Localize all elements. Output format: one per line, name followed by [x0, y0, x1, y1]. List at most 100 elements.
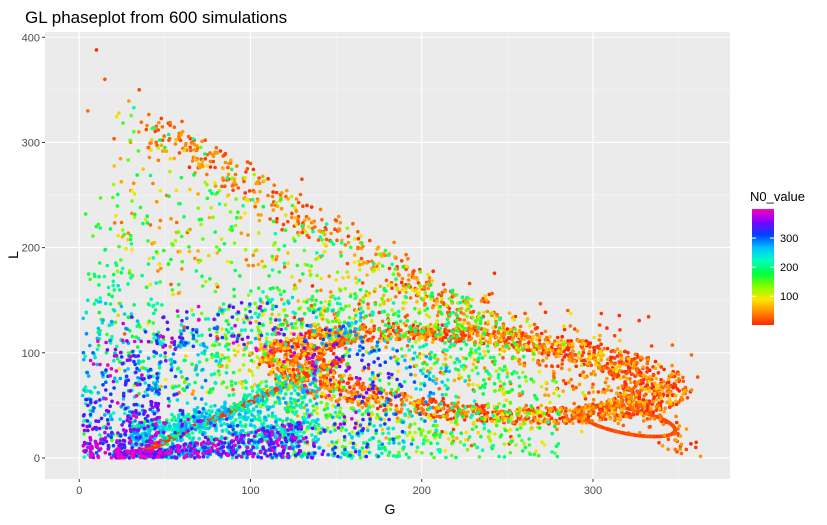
data-point — [128, 237, 133, 242]
data-point — [556, 442, 561, 446]
data-point — [274, 220, 279, 224]
data-point — [479, 434, 483, 439]
data-point — [522, 363, 526, 368]
data-point — [277, 247, 281, 252]
data-point — [435, 299, 440, 303]
data-point — [226, 259, 230, 264]
data-point — [561, 378, 566, 383]
data-point — [220, 184, 224, 189]
data-point — [656, 362, 661, 367]
data-point — [338, 410, 342, 414]
data-point — [193, 256, 197, 261]
data-point — [417, 308, 422, 312]
data-point — [356, 399, 361, 403]
data-point — [621, 431, 625, 435]
data-point — [534, 337, 539, 342]
data-point — [471, 382, 475, 387]
data-point — [431, 305, 435, 310]
data-point — [243, 191, 247, 195]
data-point — [180, 234, 184, 239]
data-point — [591, 411, 596, 415]
data-point — [369, 339, 374, 343]
data-point — [630, 406, 635, 410]
data-point — [291, 367, 296, 372]
data-point — [171, 292, 175, 297]
data-point — [602, 366, 607, 370]
data-point — [650, 386, 654, 390]
data-point — [305, 233, 310, 238]
data-point — [464, 342, 469, 347]
data-point — [377, 310, 382, 315]
data-point — [116, 192, 120, 197]
data-point — [482, 332, 487, 336]
data-point — [303, 351, 307, 356]
data-point — [364, 314, 369, 318]
data-point — [226, 322, 231, 327]
data-point — [586, 362, 590, 366]
data-point — [618, 376, 623, 381]
data-point — [483, 382, 488, 386]
data-point — [484, 339, 488, 343]
data-point — [575, 329, 580, 333]
data-point — [282, 374, 287, 378]
data-point — [677, 424, 682, 428]
data-point — [349, 377, 354, 381]
data-point — [146, 262, 151, 266]
data-point — [307, 361, 312, 365]
data-point — [675, 387, 680, 391]
data-point — [297, 307, 301, 311]
data-point — [263, 264, 267, 269]
data-point — [382, 329, 386, 334]
data-point — [111, 272, 116, 277]
data-point — [478, 321, 483, 326]
data-point — [454, 318, 459, 323]
data-point — [450, 453, 454, 458]
data-point — [352, 253, 357, 257]
data-point — [326, 381, 330, 386]
data-point — [275, 366, 280, 371]
data-point — [214, 145, 219, 150]
data-point — [529, 377, 533, 382]
data-point — [445, 328, 449, 333]
data-point — [605, 361, 610, 366]
data-point — [346, 390, 351, 395]
data-point — [228, 210, 233, 214]
data-point — [465, 447, 470, 452]
data-point — [440, 429, 444, 434]
data-point — [300, 224, 305, 228]
data-point — [451, 427, 456, 432]
data-point — [572, 359, 576, 364]
data-point — [578, 373, 583, 378]
data-point — [315, 273, 319, 278]
data-point — [419, 406, 423, 411]
data-point — [449, 420, 454, 424]
data-point — [187, 245, 191, 249]
data-point — [296, 299, 301, 303]
data-point — [511, 355, 515, 359]
data-point — [550, 364, 555, 369]
data-point — [694, 445, 698, 450]
data-point — [367, 393, 372, 398]
data-point — [539, 385, 544, 389]
data-point — [587, 349, 592, 354]
data-point — [230, 184, 235, 188]
data-point — [597, 358, 601, 363]
data-point — [253, 204, 257, 209]
data-point — [505, 343, 509, 348]
data-point — [518, 362, 522, 366]
data-point — [474, 402, 479, 407]
data-point — [237, 368, 242, 373]
data-point — [486, 349, 491, 354]
data-point — [279, 349, 283, 353]
data-point — [108, 302, 113, 306]
data-point — [674, 399, 678, 404]
data-point — [157, 226, 162, 230]
data-point — [373, 398, 378, 403]
data-point — [576, 355, 581, 360]
data-point — [332, 337, 336, 341]
data-point — [450, 288, 455, 293]
data-point — [217, 248, 222, 252]
data-point — [368, 377, 373, 382]
data-point — [291, 325, 295, 330]
data-point — [520, 449, 525, 453]
